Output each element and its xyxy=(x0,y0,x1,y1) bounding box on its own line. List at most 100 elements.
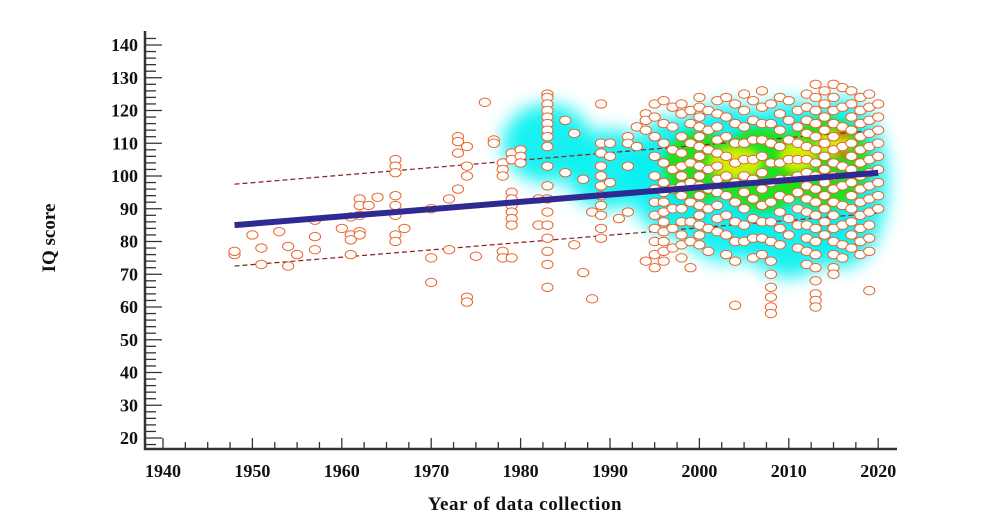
data-point xyxy=(809,184,822,194)
data-point xyxy=(657,236,670,247)
data-point xyxy=(809,276,822,286)
data-point xyxy=(863,220,876,230)
data-point xyxy=(577,174,590,184)
data-point xyxy=(693,210,706,221)
y-tick-label: 30 xyxy=(120,395,138,415)
data-point xyxy=(755,168,769,178)
data-point xyxy=(505,220,518,230)
data-point xyxy=(460,141,474,152)
data-point xyxy=(648,171,661,181)
data-point xyxy=(693,240,706,250)
data-point xyxy=(657,256,670,266)
data-point xyxy=(764,269,778,279)
y-tick-label: 70 xyxy=(120,264,138,284)
data-point xyxy=(568,240,581,250)
data-point xyxy=(255,243,268,253)
data-point xyxy=(818,230,831,240)
data-point xyxy=(872,190,885,201)
data-point xyxy=(764,282,778,293)
data-point xyxy=(809,92,822,103)
data-point xyxy=(809,263,822,273)
data-point xyxy=(460,161,474,171)
data-point xyxy=(720,92,733,103)
data-point xyxy=(675,99,688,109)
data-point xyxy=(657,177,670,188)
data-point xyxy=(541,259,554,270)
data-point xyxy=(720,210,733,221)
data-point xyxy=(308,231,322,242)
data-point xyxy=(559,115,572,126)
data-points xyxy=(228,79,885,319)
density-blob-peak xyxy=(837,149,848,158)
data-point xyxy=(487,138,500,148)
data-point xyxy=(621,161,634,171)
data-point xyxy=(863,246,876,257)
data-point xyxy=(818,125,831,135)
data-point xyxy=(389,236,402,247)
data-point xyxy=(738,204,751,214)
data-point xyxy=(818,138,831,148)
data-point xyxy=(344,249,357,260)
data-point xyxy=(720,190,733,201)
data-point xyxy=(845,217,858,227)
data-point xyxy=(541,181,554,191)
data-point xyxy=(425,253,438,263)
data-point xyxy=(630,141,643,152)
data-point xyxy=(809,223,822,234)
data-point xyxy=(872,151,885,162)
data-point xyxy=(818,164,831,175)
data-point xyxy=(541,220,554,230)
data-point xyxy=(389,200,402,211)
data-point xyxy=(425,277,438,288)
data-point xyxy=(863,233,876,243)
data-point xyxy=(773,207,786,217)
data-point xyxy=(371,192,384,202)
data-point xyxy=(818,204,831,214)
data-point xyxy=(657,158,670,168)
y-tick-label: 20 xyxy=(120,428,138,448)
data-point xyxy=(845,112,858,122)
data-point xyxy=(729,256,742,266)
y-tick-label: 130 xyxy=(111,68,138,88)
data-point xyxy=(764,217,778,227)
data-point xyxy=(782,230,795,240)
data-point xyxy=(398,223,411,234)
data-point xyxy=(559,168,572,178)
data-point xyxy=(675,253,688,263)
data-point xyxy=(738,187,751,198)
data-point xyxy=(809,118,822,129)
data-point xyxy=(764,292,778,302)
data-point xyxy=(496,171,509,181)
axes: 20 30 40 50 60 70 80 90 100 110 120 130 140 1940 1950 1… xyxy=(111,31,897,481)
data-point xyxy=(755,249,769,260)
data-point xyxy=(809,210,822,221)
data-point xyxy=(827,210,840,221)
data-point xyxy=(845,151,858,162)
data-point xyxy=(657,197,670,207)
data-point xyxy=(729,197,742,207)
data-point xyxy=(755,86,769,96)
data-point xyxy=(809,249,822,260)
data-point xyxy=(872,99,885,109)
data-point xyxy=(389,168,402,178)
data-point xyxy=(809,236,822,247)
data-point xyxy=(675,148,688,158)
x-tick-label: 1990 xyxy=(592,461,628,481)
y-tick-label: 140 xyxy=(111,35,138,55)
data-point xyxy=(621,207,634,217)
data-point xyxy=(738,89,751,99)
data-point xyxy=(344,235,357,245)
data-point xyxy=(648,112,661,122)
data-point xyxy=(648,263,661,273)
data-point xyxy=(720,112,733,122)
data-point xyxy=(818,151,831,162)
x-tick-label: 2010 xyxy=(771,461,807,481)
data-point xyxy=(255,259,268,270)
data-point xyxy=(720,249,733,260)
data-point xyxy=(720,151,733,162)
data-point xyxy=(827,269,840,279)
data-point xyxy=(782,194,795,204)
data-point xyxy=(246,230,259,240)
data-point xyxy=(541,233,554,243)
